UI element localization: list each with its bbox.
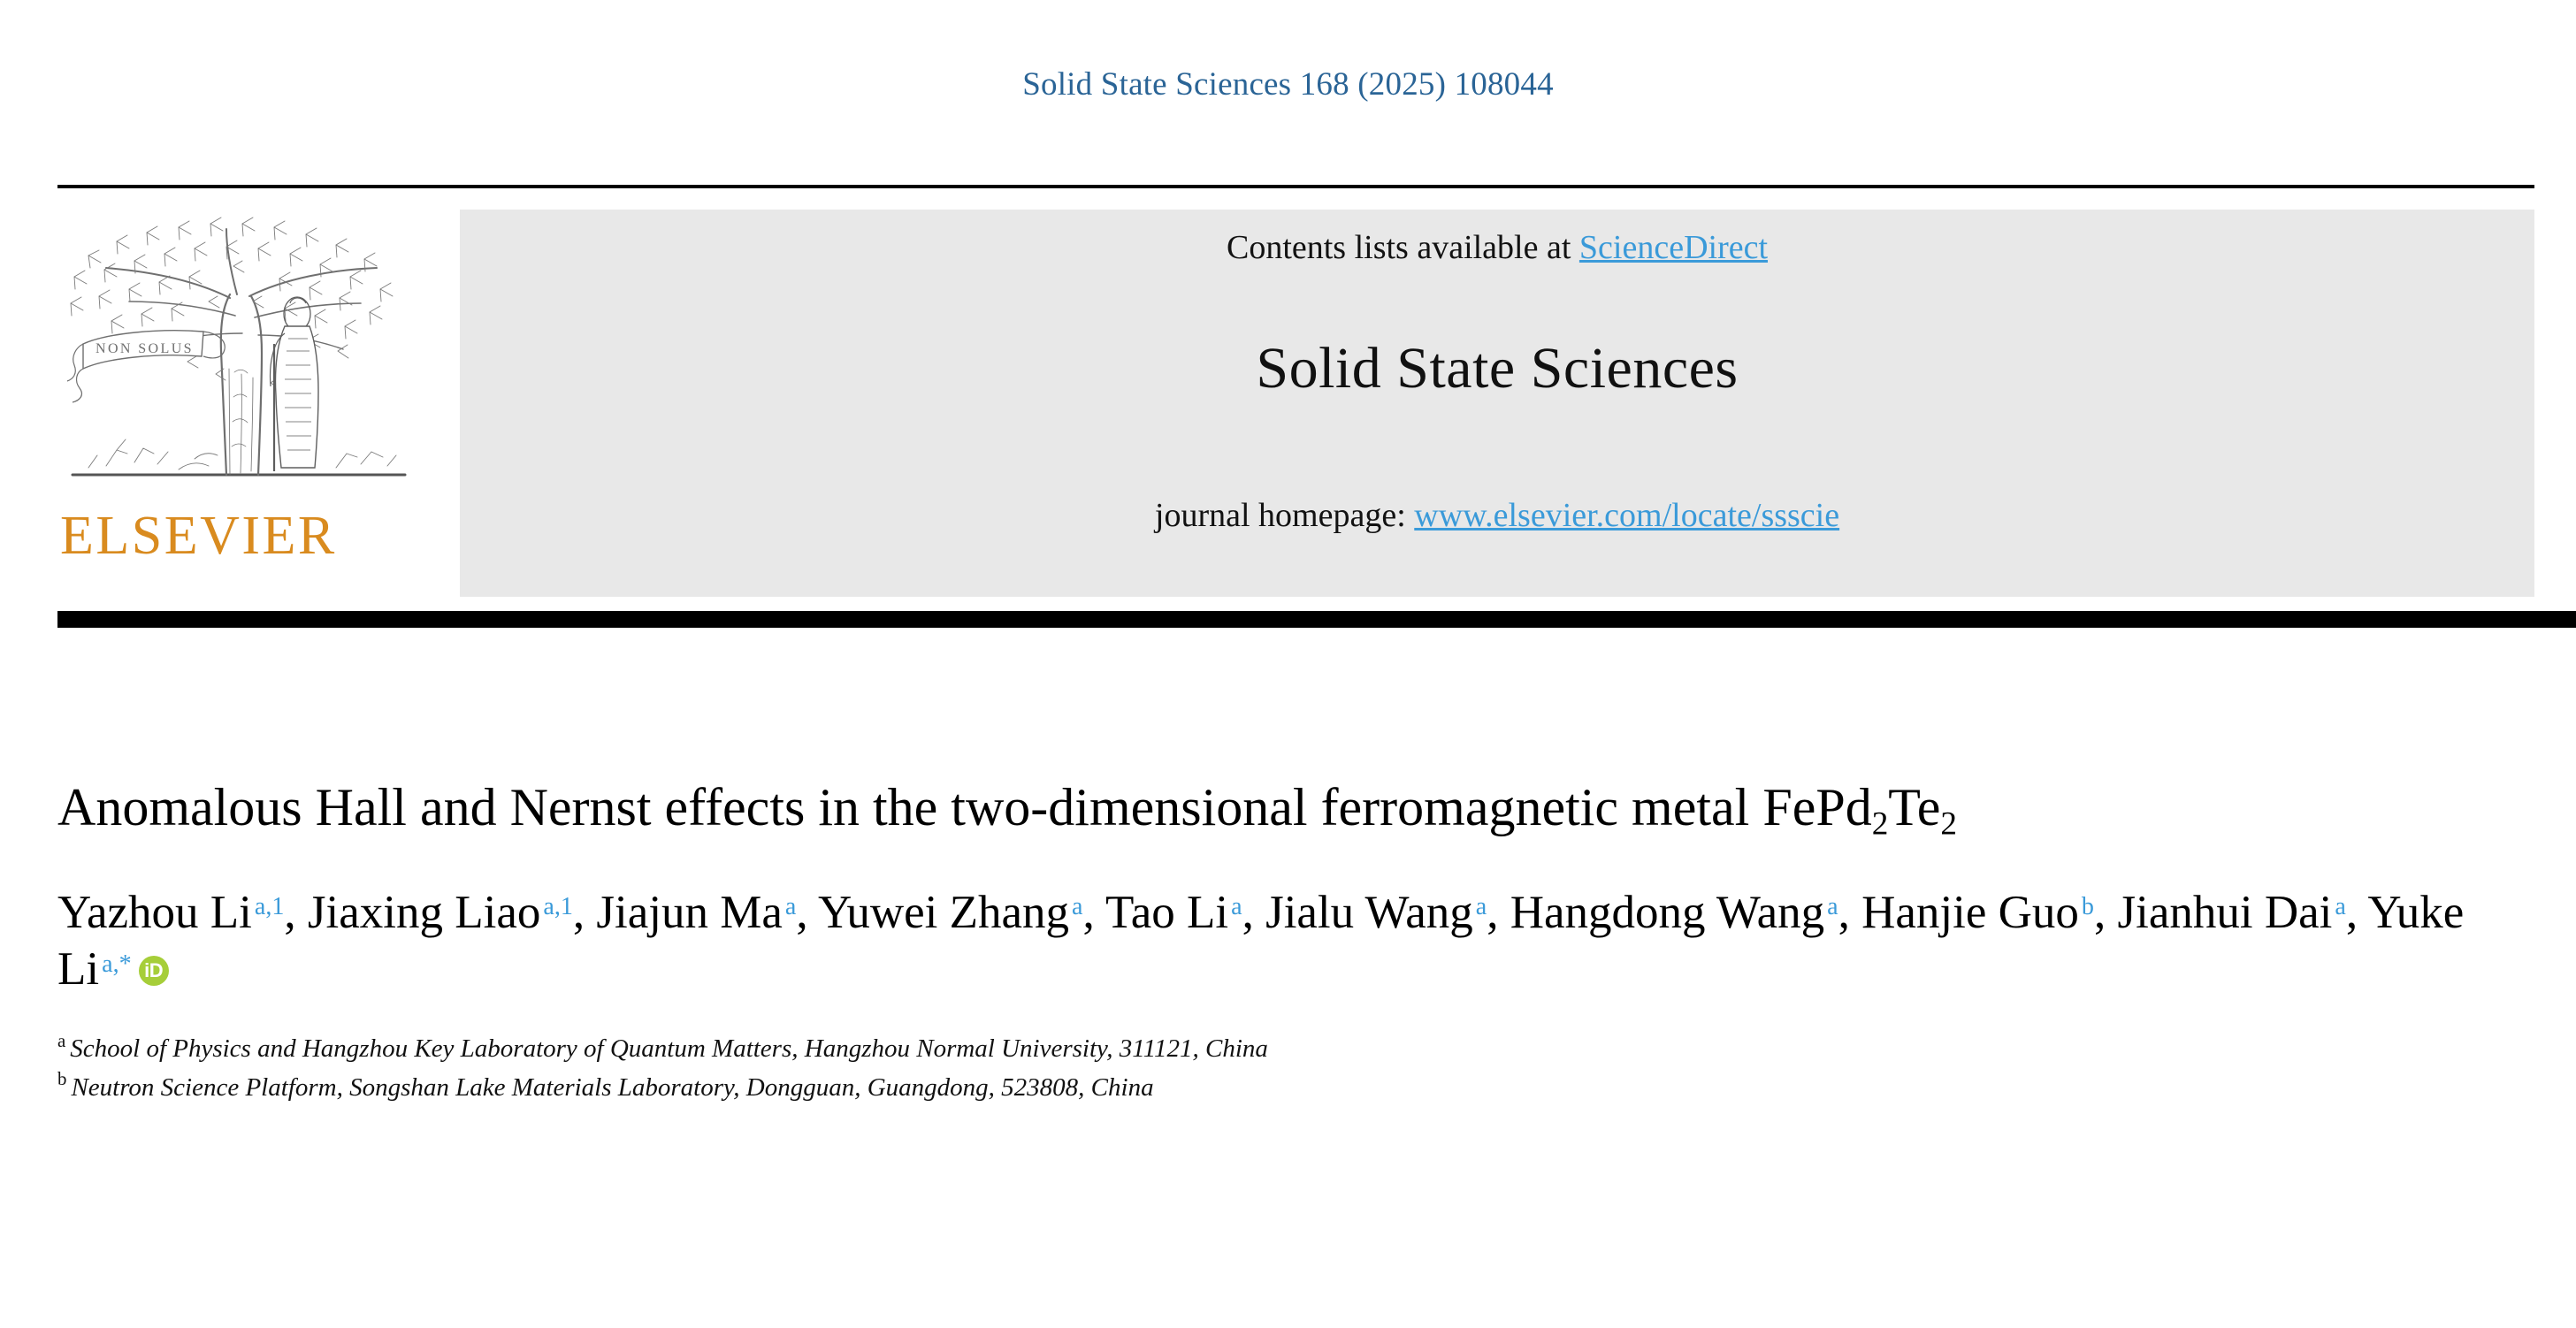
author-list: Yazhou Li a,1, Jiaxing Liao a,1, Jiajun Ma…: [57, 884, 2534, 998]
author-affiliation-marker[interactable]: a: [2335, 893, 2346, 921]
article-front-matter: Anomalous Hall and Nernst effects in the…: [57, 778, 2534, 1107]
author-name[interactable]: Yuwei Zhang: [817, 886, 1070, 938]
author-name[interactable]: Jiaxing Liao: [307, 886, 541, 938]
author-separator: ,: [284, 886, 308, 938]
author-affiliation-marker[interactable]: b: [2081, 893, 2094, 921]
article-title-subscript-2: 2: [1940, 805, 1957, 843]
author-separator: ,: [796, 886, 818, 938]
article-title-part-1: Anomalous Hall and Nernst effects in the…: [57, 778, 1872, 836]
author-affiliation-marker[interactable]: a: [1072, 893, 1083, 921]
orcid-id-icon[interactable]: iD: [138, 956, 169, 987]
author-name[interactable]: Yuke Li: [57, 886, 2465, 996]
author-name[interactable]: Jialu Wang: [1265, 886, 1473, 938]
author-name[interactable]: Tao Li: [1105, 886, 1229, 938]
journal-title: Solid State Sciences: [1256, 336, 1739, 401]
article-title-subscript-1: 2: [1871, 805, 1889, 843]
affiliation-list: a School of Physics and Hangzhou Key Labo…: [57, 1030, 2534, 1107]
author-name[interactable]: Yazhou Li: [57, 886, 252, 938]
author-affiliation-marker[interactable]: a: [1827, 893, 1838, 921]
affiliation-text: School of Physics and Hangzhou Key Labor…: [70, 1034, 1268, 1064]
author-name[interactable]: Hanjie Guo: [1861, 886, 2079, 938]
author-separator: ,: [2345, 886, 2368, 938]
article-title: Anomalous Hall and Nernst effects in the…: [57, 778, 2498, 841]
author-affiliation-marker[interactable]: a,*: [102, 950, 132, 978]
affiliation-text: Neutron Science Platform, Songshan Lake …: [71, 1072, 1154, 1102]
journal-masthead: NON SOLUS ELSEVIER Contents lists availa: [0, 210, 2576, 607]
affiliation-marker: b: [57, 1068, 67, 1090]
journal-homepage-link[interactable]: www.elsevier.com/locate/ssscie: [1414, 497, 1840, 534]
author-affiliation-marker[interactable]: a,1: [254, 893, 285, 921]
svg-text:NON SOLUS: NON SOLUS: [96, 341, 194, 356]
author-name[interactable]: Jiajun Ma: [596, 886, 783, 938]
author-name[interactable]: Jianhui Dai: [2117, 886, 2333, 938]
sciencedirect-link[interactable]: ScienceDirect: [1578, 229, 1769, 266]
author-separator: ,: [2093, 886, 2118, 938]
contents-prefix-text: Contents lists available at: [1226, 229, 1579, 266]
author-separator: ,: [1487, 886, 1510, 938]
author-affiliation-marker[interactable]: a: [784, 893, 797, 921]
affiliation-row: a School of Physics and Hangzhou Key Labo…: [57, 1030, 2534, 1069]
journal-band: Contents lists available at ScienceDirec…: [460, 210, 2534, 597]
author-separator: ,: [572, 886, 597, 938]
author-name[interactable]: Hangdong Wang: [1510, 886, 1825, 938]
elsevier-wordmark: ELSEVIER: [60, 506, 337, 566]
affiliation-row: b Neutron Science Platform, Songshan Lake…: [57, 1069, 2534, 1108]
author-separator: ,: [1082, 886, 1106, 938]
author-affiliation-marker[interactable]: a,1: [543, 893, 573, 921]
non-solus-banner: NON SOLUS: [66, 330, 225, 403]
homepage-prefix-text: journal homepage:: [1154, 497, 1415, 534]
author-affiliation-marker[interactable]: a: [1475, 893, 1487, 921]
header-top-rule: [57, 185, 2534, 188]
elsevier-logo[interactable]: NON SOLUS ELSEVIER: [53, 210, 424, 599]
author-separator: ,: [1242, 886, 1266, 938]
article-title-part-2: Te: [1888, 778, 1941, 836]
author-affiliation-marker[interactable]: a: [1231, 893, 1242, 921]
author-separator: ,: [1838, 886, 1862, 938]
masthead-bottom-bar: [57, 611, 2576, 628]
elsevier-tree-icon: NON SOLUS: [66, 217, 407, 477]
contents-available-line: Contents lists available at ScienceDirec…: [460, 229, 2534, 268]
running-head-citation: Solid State Sciences 168 (2025) 108044: [1022, 66, 1554, 103]
affiliation-marker: a: [57, 1029, 66, 1051]
journal-homepage-line: journal homepage: www.elsevier.com/locat…: [460, 497, 2534, 536]
